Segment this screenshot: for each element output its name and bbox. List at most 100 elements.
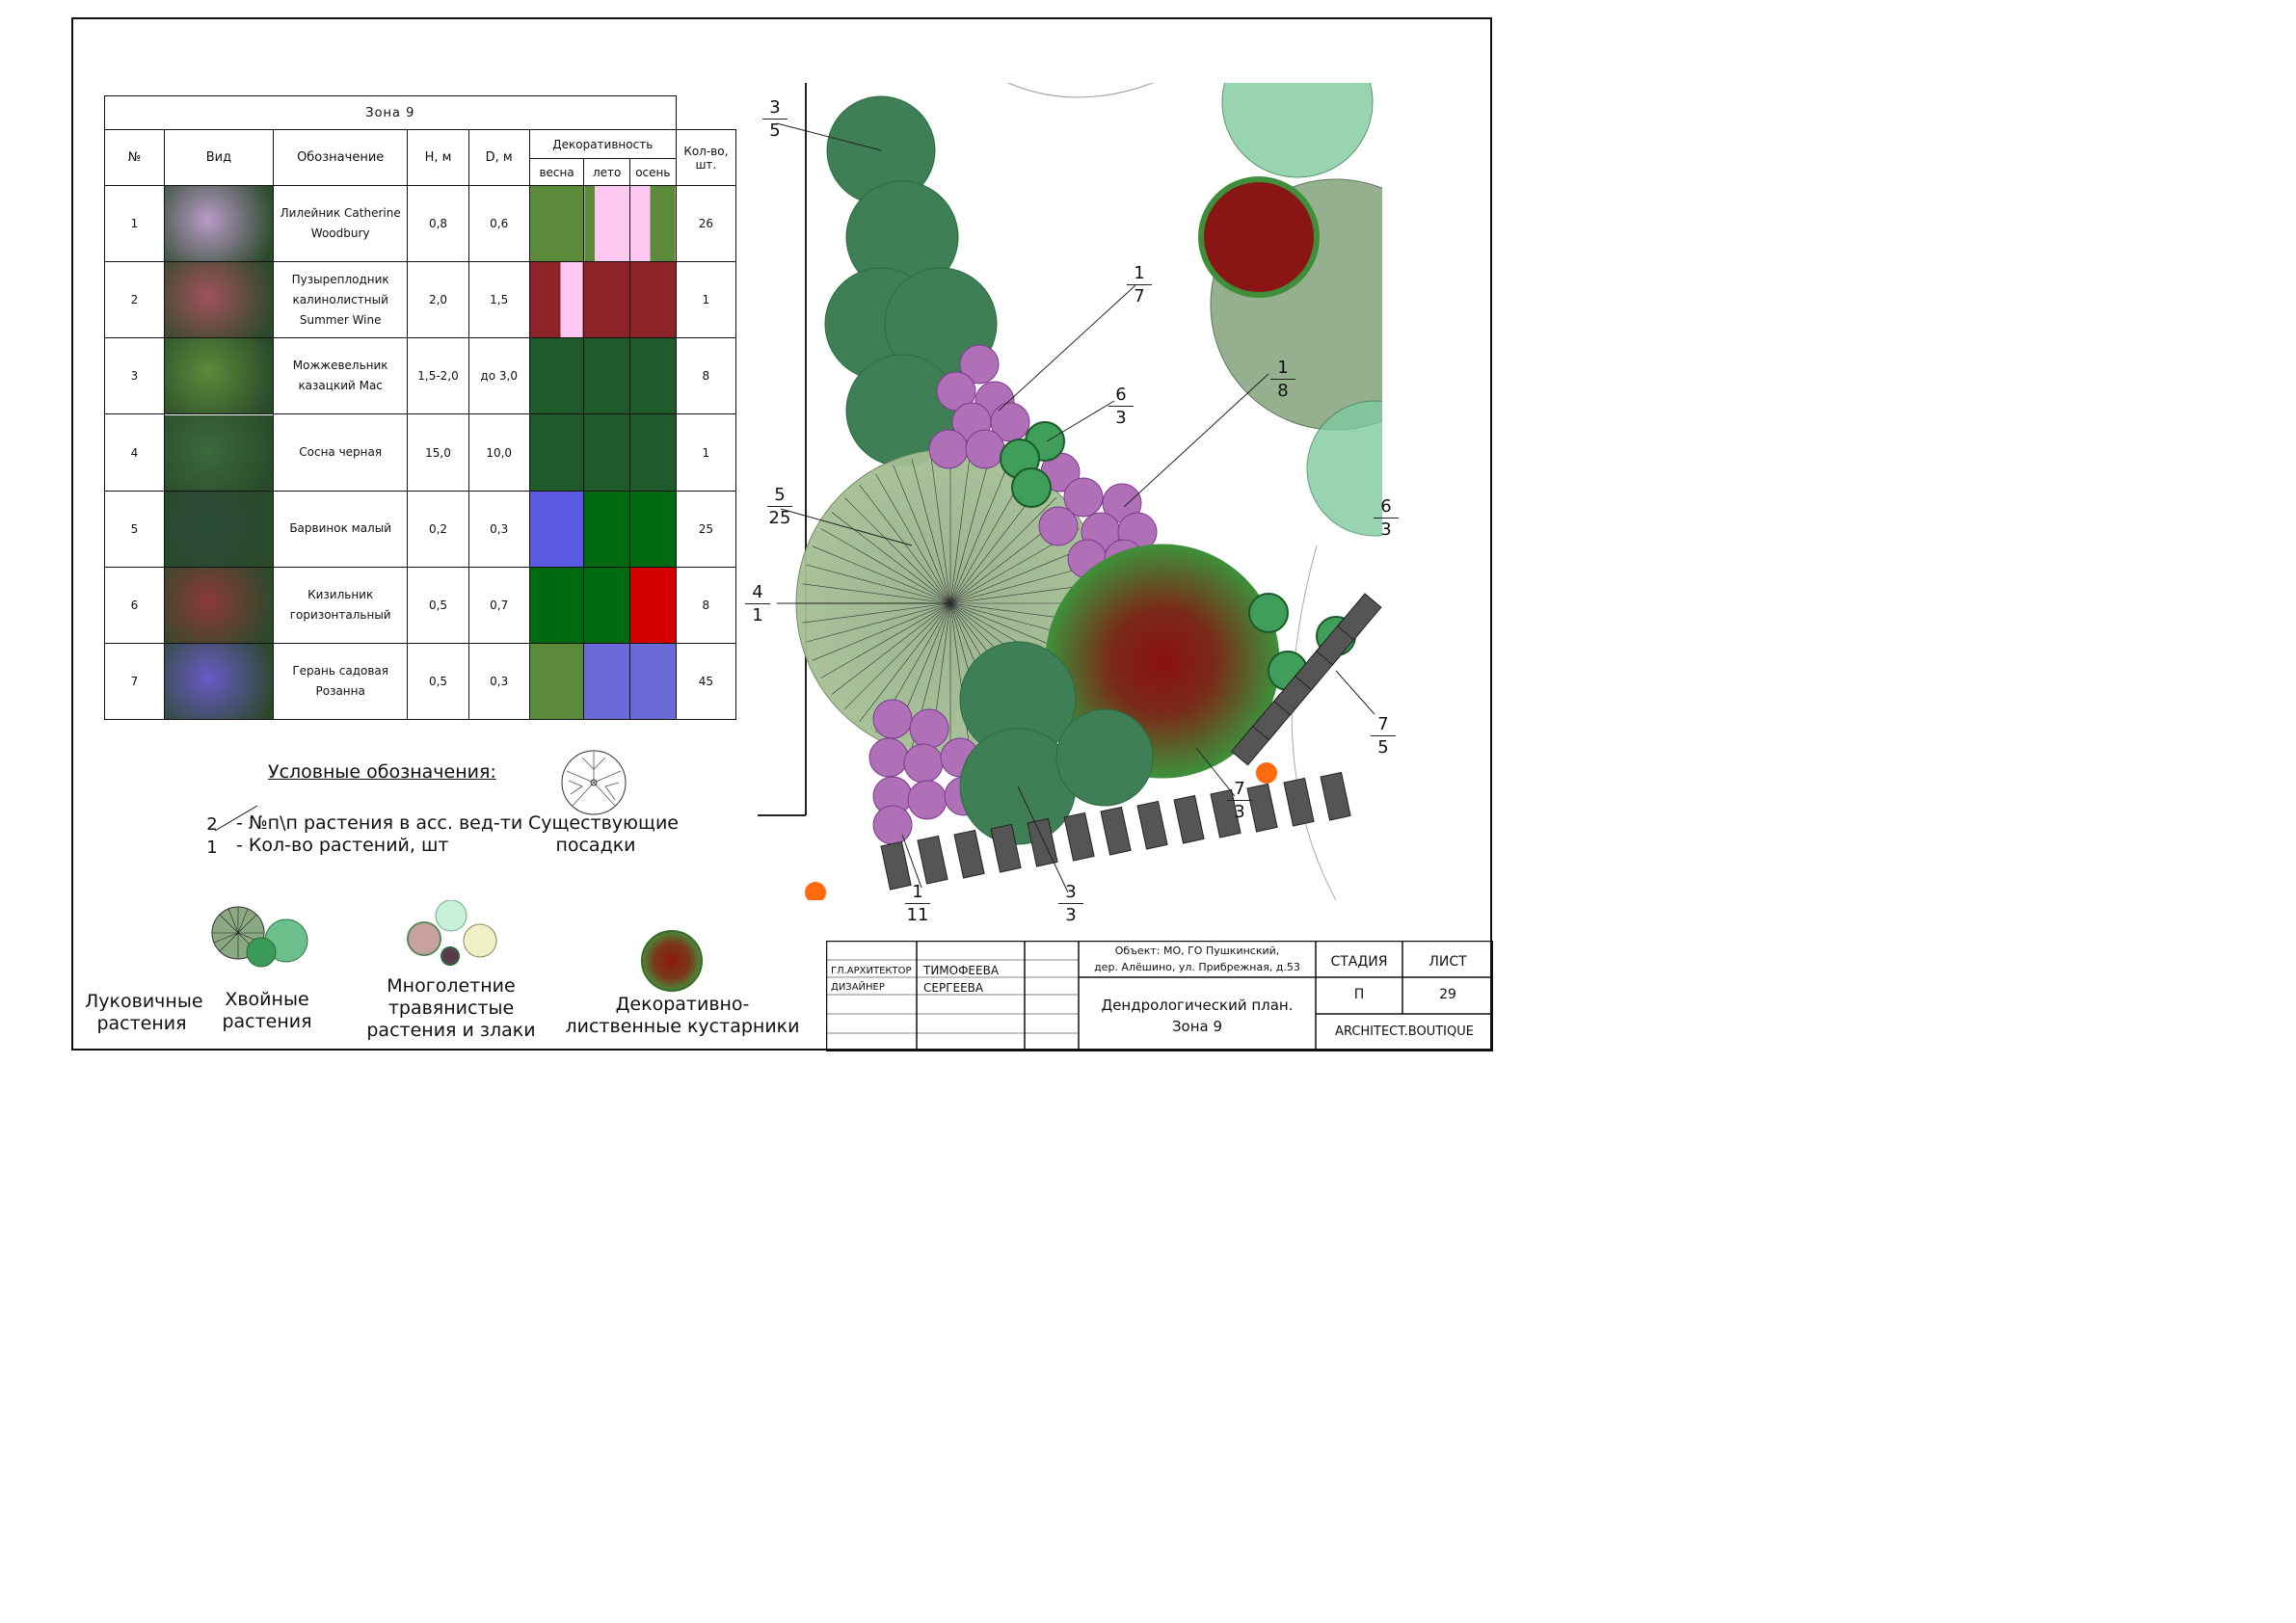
stage-value: П xyxy=(1353,987,1365,1002)
swatch-summer xyxy=(583,566,630,644)
callout-plant-number: 7 xyxy=(1227,778,1252,801)
cell-height: 0,5 xyxy=(407,642,469,721)
plant-photo-image xyxy=(164,491,273,567)
plan-callout: 5 25 xyxy=(767,484,792,529)
existing-plantings-icon xyxy=(561,750,627,815)
plant-photo-image xyxy=(164,643,273,719)
swatch-summer xyxy=(583,261,630,339)
swatch-spring xyxy=(528,185,585,263)
table-row: 5 Барвинок малый 0,2 0,3 25 xyxy=(104,490,737,568)
header-no: № xyxy=(104,129,165,187)
swatch-autumn xyxy=(628,185,677,263)
swatch-summer xyxy=(583,642,630,721)
cell-diameter: 0,7 xyxy=(467,566,530,644)
callout-plant-number: 1 xyxy=(905,881,930,904)
cell-height: 0,2 xyxy=(407,490,469,568)
object-line-1: Объект: МО, ГО Пушкинский, xyxy=(1114,945,1280,957)
header-diameter: D, м xyxy=(467,129,530,187)
cell-number: 4 xyxy=(104,413,165,492)
plant-photo xyxy=(163,490,274,568)
swatch-spring xyxy=(528,337,585,415)
header-height: H, м xyxy=(407,129,469,187)
swatch-spring xyxy=(528,261,585,339)
callout-plant-number: 5 xyxy=(767,484,792,507)
cell-designation: Герань садовая Розанна xyxy=(272,642,409,721)
legend-bulbous: Луковичные растения xyxy=(85,991,203,1034)
cell-qty: 26 xyxy=(675,185,737,263)
callout-plant-number: 6 xyxy=(1374,495,1399,519)
table-row: 3 Можжевельник казацкий Mac 1,5-2,0 до 3,0 8 xyxy=(104,337,737,415)
swatch-summer xyxy=(583,490,630,568)
header-autumn: осень xyxy=(628,158,677,187)
plan-callout: 1 11 xyxy=(905,881,930,926)
header-decor: Декоративность xyxy=(528,129,677,160)
cell-designation: Пузыреплодник калинолистный Summer Wine xyxy=(272,261,409,339)
cell-number: 2 xyxy=(104,261,165,339)
header-summer: лето xyxy=(583,158,630,187)
callout-plant-count: 3 xyxy=(1115,408,1127,428)
swatch-spring xyxy=(528,490,585,568)
cell-designation: Кизильник горизонтальный xyxy=(272,566,409,644)
sheet-title-1: Дендрологический план. xyxy=(1101,997,1294,1014)
swatch-spring xyxy=(528,642,585,721)
swatch-summer xyxy=(583,413,630,492)
legend-line-2: - Кол-во растений, шт xyxy=(236,835,449,856)
cell-height: 15,0 xyxy=(407,413,469,492)
name-architect: ТИМОФЕЕВА xyxy=(923,964,1000,977)
table-row: 7 Герань садовая Розанна 0,5 0,3 45 xyxy=(104,642,737,721)
plant-photo xyxy=(163,642,274,721)
cell-qty: 1 xyxy=(675,413,737,492)
company-name: ARCHITECT.BOUTIQUE xyxy=(1335,1024,1474,1039)
plant-photo xyxy=(163,261,274,339)
plant-photo xyxy=(163,185,274,263)
role-designer: ДИЗАЙНЕР xyxy=(831,982,885,993)
cell-diameter: 1,5 xyxy=(467,261,530,339)
cell-height: 0,5 xyxy=(407,566,469,644)
cell-diameter: 10,0 xyxy=(467,413,530,492)
bulbous-conifers-icon xyxy=(211,906,308,968)
callout-plant-count: 3 xyxy=(1065,905,1077,925)
plant-photo-image xyxy=(164,414,273,491)
plant-photo-image xyxy=(164,567,273,643)
legend-marker-bottom: 1 xyxy=(206,838,218,858)
plant-photo xyxy=(163,337,274,415)
callout-plant-count: 8 xyxy=(1277,381,1289,401)
callout-plant-count: 3 xyxy=(1234,802,1245,822)
cell-number: 5 xyxy=(104,490,165,568)
legend-conifers: Хвойные растения xyxy=(222,989,312,1032)
callout-plant-number: 3 xyxy=(762,96,788,120)
stage-label: СТАДИЯ xyxy=(1330,954,1388,970)
legend-marker-top: 2 xyxy=(206,814,218,835)
legend-line-1: - №п\п растения в асс. вед-ти xyxy=(236,812,523,834)
cell-qty: 1 xyxy=(675,261,737,339)
cell-qty: 8 xyxy=(675,337,737,415)
callout-plant-number: 4 xyxy=(745,581,770,604)
callout-plant-count: 1 xyxy=(752,605,763,625)
legend-perennials: Многолетние травянистые растения и злаки xyxy=(366,975,536,1041)
sheet-title-2: Зона 9 xyxy=(1171,1018,1223,1035)
swatch-autumn xyxy=(628,490,677,568)
cell-height: 2,0 xyxy=(407,261,469,339)
object-line-2: дер. Алёшино, ул. Прибрежная, д.53 xyxy=(1094,961,1300,973)
swatch-autumn xyxy=(628,413,677,492)
swatch-autumn xyxy=(628,566,677,644)
cell-diameter: 0,6 xyxy=(467,185,530,263)
swatch-summer xyxy=(583,185,630,263)
cell-number: 3 xyxy=(104,337,165,415)
cell-qty: 8 xyxy=(675,566,737,644)
callout-plant-count: 7 xyxy=(1134,286,1145,306)
plant-table: Зона 9 № Вид Обозначение H, м D, м Декор… xyxy=(104,94,737,721)
callout-plant-count: 25 xyxy=(768,508,791,528)
table-row: 6 Кизильник горизонтальный 0,5 0,7 8 xyxy=(104,566,737,644)
cell-diameter: 0,3 xyxy=(467,642,530,721)
cell-designation: Барвинок малый xyxy=(272,490,409,568)
cell-qty: 45 xyxy=(675,642,737,721)
